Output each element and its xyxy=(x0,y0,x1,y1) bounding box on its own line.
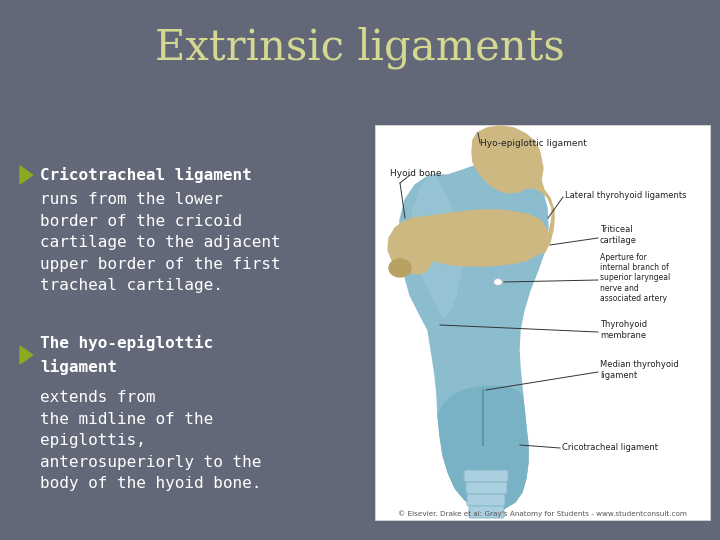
Text: Hyoid bone: Hyoid bone xyxy=(390,168,441,178)
Ellipse shape xyxy=(25,254,125,386)
Text: Aperture for
internal branch of
superior laryngeal
nerve and
associated artery: Aperture for internal branch of superior… xyxy=(600,253,670,303)
Polygon shape xyxy=(438,386,528,510)
Text: Lateral thyrohyoid ligaments: Lateral thyrohyoid ligaments xyxy=(565,191,686,199)
Text: Median thyrohyoid
ligament: Median thyrohyoid ligament xyxy=(600,360,679,380)
Text: The hyo-epiglottic
ligament: The hyo-epiglottic ligament xyxy=(40,335,213,375)
Text: Cricotracheal ligament: Cricotracheal ligament xyxy=(562,443,658,453)
Polygon shape xyxy=(527,141,554,254)
Text: © Elsevier. Drake et al: Gray's Anatomy for Students - www.studentconsult.com: © Elsevier. Drake et al: Gray's Anatomy … xyxy=(398,510,687,517)
Ellipse shape xyxy=(389,259,411,277)
FancyBboxPatch shape xyxy=(466,482,507,494)
Text: Extrinsic ligaments: Extrinsic ligaments xyxy=(155,27,565,69)
Text: extends from
the midline of the
epiglottis,
anterosuperiorly to the
body of the : extends from the midline of the epiglott… xyxy=(40,390,261,491)
FancyBboxPatch shape xyxy=(464,470,508,482)
Text: runs from the lower
border of the cricoid
cartilage to the adjacent
upper border: runs from the lower border of the cricoi… xyxy=(40,192,281,293)
Polygon shape xyxy=(388,218,432,274)
Text: Triticeal
cartilage: Triticeal cartilage xyxy=(600,225,637,245)
Polygon shape xyxy=(412,175,461,318)
FancyBboxPatch shape xyxy=(469,506,504,518)
Ellipse shape xyxy=(34,388,96,472)
Polygon shape xyxy=(20,346,32,364)
Ellipse shape xyxy=(493,279,503,286)
Text: Cricotracheal ligament: Cricotracheal ligament xyxy=(40,167,252,183)
Ellipse shape xyxy=(54,152,126,248)
Polygon shape xyxy=(472,126,541,193)
Polygon shape xyxy=(20,166,32,184)
Polygon shape xyxy=(407,210,548,266)
FancyBboxPatch shape xyxy=(375,125,710,520)
Text: Thyrohyoid
membrane: Thyrohyoid membrane xyxy=(600,320,647,340)
Text: Hyo-epiglottic ligament: Hyo-epiglottic ligament xyxy=(480,138,587,147)
FancyBboxPatch shape xyxy=(467,494,505,506)
Polygon shape xyxy=(400,163,548,510)
